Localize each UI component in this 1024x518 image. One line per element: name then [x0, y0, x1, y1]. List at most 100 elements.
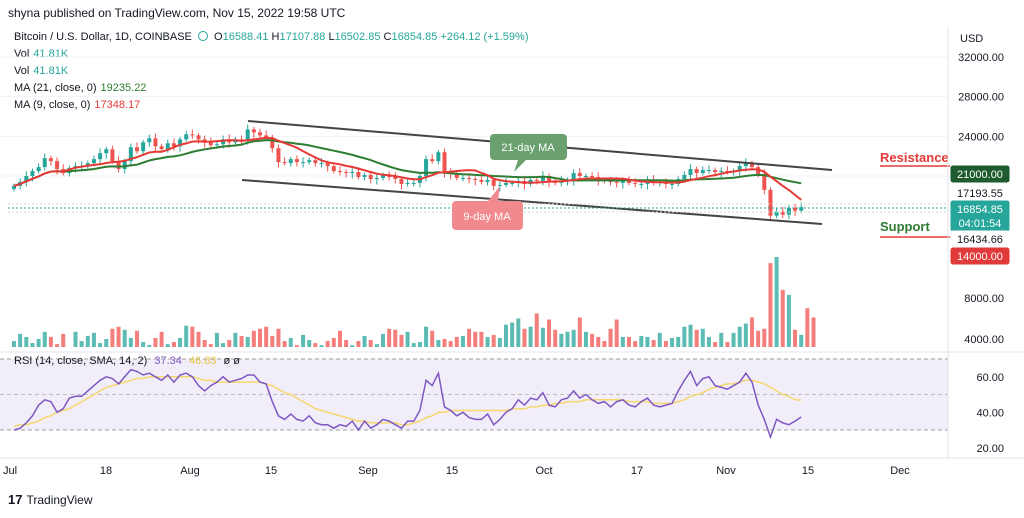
candle-body [639, 183, 644, 185]
candle-body [208, 142, 213, 146]
candle-body [688, 169, 693, 176]
candle-body [313, 160, 318, 164]
volume-bar [522, 328, 527, 347]
tradingview-brand[interactable]: 17 TradingView [8, 492, 93, 507]
candle-body [294, 159, 299, 163]
candle-body [497, 184, 502, 186]
candle-body [190, 134, 195, 136]
volume-bar [128, 337, 133, 347]
volume-bar [756, 330, 761, 347]
candle-body [393, 176, 398, 179]
ma9-callout-pointer [488, 186, 500, 201]
rsi-tick-label: 40.00 [976, 407, 1004, 419]
volume-bar [627, 336, 631, 347]
support-label: Support [880, 219, 930, 234]
volume-bar [577, 317, 582, 347]
legend-ma21-row[interactable]: MA (21, close, 0) 19235.22 [14, 82, 146, 94]
candle-body [491, 179, 496, 186]
candle-body [128, 147, 133, 162]
volume-bar [381, 333, 385, 347]
time-tick-label: Jul [3, 465, 17, 477]
candle-body [55, 161, 60, 170]
publisher-line: shyna published on TradingView.com, Nov … [8, 6, 346, 20]
low-label: L [328, 31, 335, 43]
volume-bar [337, 330, 342, 347]
candle-body [362, 175, 367, 177]
candle-body [460, 177, 465, 179]
candle-body [153, 138, 158, 147]
candle-body [171, 143, 176, 147]
volume-bar [780, 289, 785, 347]
volume-bar [510, 322, 515, 347]
axes: USD32000.0028000.0024000.0020000.0021000… [3, 28, 1010, 477]
price-tick-label: 24000.00 [958, 131, 1004, 143]
candle-body [282, 162, 287, 164]
volume-bar [153, 337, 158, 347]
volume-bars [12, 257, 816, 347]
candle-body [706, 170, 711, 172]
open-value: 16588.41 [222, 31, 269, 43]
volume-bar [214, 332, 219, 347]
volume-bar [190, 326, 195, 347]
volume-bar [116, 326, 121, 347]
price-badge-label: 16434.66 [957, 234, 1003, 246]
volume-bar [602, 341, 607, 347]
price-badge [950, 247, 1010, 265]
candle-body [743, 163, 748, 167]
volume-bar [307, 340, 312, 347]
candle-body [141, 142, 146, 152]
candle-body [251, 129, 256, 133]
volume-bar [374, 344, 379, 347]
volume-bar [319, 345, 324, 347]
candle-body [682, 175, 687, 179]
ma9-callout-box[interactable] [452, 201, 523, 230]
candle-body [799, 207, 804, 211]
legend-symbol-row: Bitcoin / U.S. Dollar, 1D, COINBASE O165… [14, 31, 529, 43]
candle-body [331, 166, 336, 172]
candle-body [750, 163, 754, 168]
volume-bar [547, 319, 552, 347]
time-tick-label: Sep [358, 465, 378, 477]
volume-bar [737, 326, 742, 347]
volume-bar [239, 335, 244, 347]
candle-body [786, 207, 791, 215]
candle-body [504, 182, 508, 185]
candle-body [350, 172, 355, 174]
legend-rsi-row[interactable]: RSI (14, close, SMA, 14, 2) 37.34 46.83 … [14, 355, 240, 367]
volume-bar [706, 336, 711, 347]
candle-body [700, 170, 705, 174]
candle-body [288, 159, 293, 164]
volume-bar [264, 326, 269, 347]
candle-body [48, 158, 53, 162]
volume-bar [731, 332, 736, 347]
candle-body [719, 171, 724, 173]
volume-bar [504, 324, 508, 347]
volume-bar [430, 330, 435, 347]
time-tick-label: 17 [631, 465, 643, 477]
ma21-callout-pointer [514, 160, 526, 172]
volume-bar [688, 324, 693, 347]
ma21-callout-box[interactable] [490, 134, 567, 160]
time-tick-label: 15 [802, 465, 814, 477]
volume-bar [202, 340, 207, 347]
legend-ma9-row[interactable]: MA (9, close, 0) 17348.17 [14, 99, 140, 111]
volume-bar [98, 343, 103, 347]
volume-bar [165, 344, 170, 347]
currency-label: USD [960, 33, 983, 45]
candle-body [485, 179, 490, 182]
volume-bar [553, 329, 558, 347]
rsi-panel [0, 351, 1024, 459]
price-badge-label: 21000.00 [957, 169, 1003, 181]
candle-body [774, 211, 779, 216]
legend-vol-row-2[interactable]: Vol 41.81K [14, 65, 68, 77]
volume-bar [491, 334, 496, 347]
price-tick-label: 28000.00 [958, 92, 1004, 104]
candle-body [184, 134, 189, 140]
change-value: +264.12 (+1.59%) [440, 31, 529, 43]
rsi-label: RSI (14, close, SMA, 14, 2) [14, 355, 148, 367]
volume-bar [614, 319, 619, 347]
candle-body [405, 182, 410, 184]
candle-body [510, 182, 515, 184]
volume-bar [368, 340, 373, 347]
